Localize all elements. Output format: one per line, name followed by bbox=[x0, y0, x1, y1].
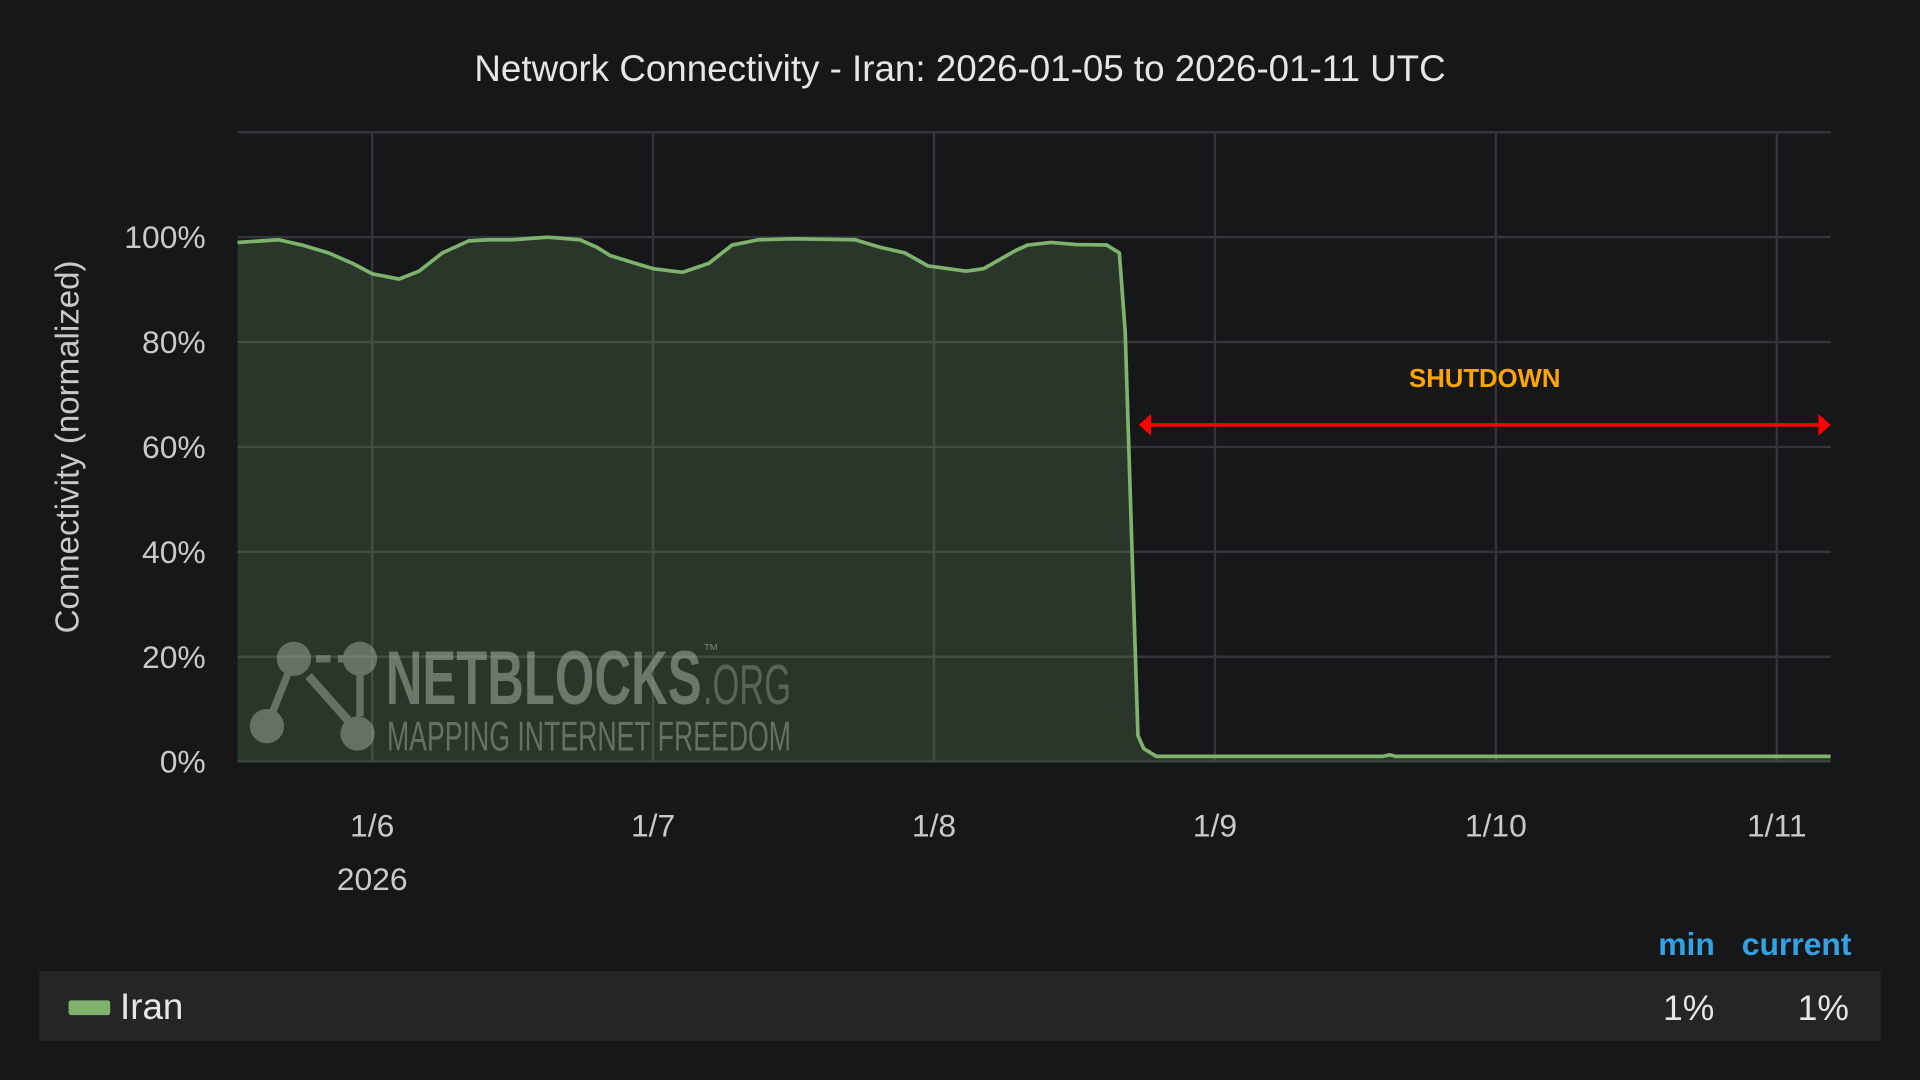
x-tick-label: 1/11 bbox=[1747, 807, 1807, 843]
series-color-swatch[interactable] bbox=[68, 1000, 111, 1016]
legend-column-min[interactable]: min bbox=[1658, 925, 1715, 963]
x-tick-year-label: 2026 bbox=[337, 861, 408, 897]
y-tick-label: 80% bbox=[142, 324, 206, 360]
logo-node-icon bbox=[340, 716, 375, 751]
logo-node-icon bbox=[249, 708, 285, 744]
watermark-suffix: .ORG bbox=[703, 653, 791, 716]
x-tick-label: 1/9 bbox=[1193, 807, 1237, 843]
arrow-right-icon bbox=[1818, 413, 1831, 436]
x-tick-label: 1/7 bbox=[631, 807, 675, 843]
y-tick-label: 0% bbox=[160, 744, 206, 780]
series-area-iran bbox=[237, 237, 1831, 762]
series-line-iran bbox=[237, 235, 1831, 759]
legend-series-name[interactable]: Iran bbox=[120, 986, 184, 1028]
watermark-tm: ™ bbox=[703, 642, 719, 659]
logo-node-icon bbox=[342, 641, 378, 676]
shutdown-label: SHUTDOWN bbox=[1409, 365, 1560, 393]
chart-title: Network Connectivity - Iran: 2026-01-05 … bbox=[474, 48, 1446, 90]
y-tick-label: 100% bbox=[124, 219, 205, 255]
watermark-brand: NETBLOCKS bbox=[386, 636, 702, 721]
x-tick-label: 1/6 bbox=[350, 807, 394, 843]
legend-header: min current bbox=[1631, 926, 1851, 964]
y-tick-label: 40% bbox=[142, 534, 206, 570]
x-tick-label: 1/8 bbox=[912, 807, 956, 843]
logo-link bbox=[305, 673, 351, 723]
arrow-left-icon bbox=[1138, 413, 1152, 436]
y-tick-label: 60% bbox=[142, 429, 206, 465]
legend-column-current[interactable]: current bbox=[1741, 925, 1852, 963]
legend-row-iran[interactable]: Iran 1% 1% bbox=[39, 971, 1881, 1041]
logo-node-icon bbox=[276, 641, 312, 676]
watermark-tagline: MAPPING INTERNET FREEDOM bbox=[387, 713, 791, 760]
legend-min-value: 1% bbox=[1662, 989, 1715, 1029]
y-tick-label: 20% bbox=[142, 639, 206, 675]
y-axis-label: Connectivity (normalized) bbox=[49, 261, 86, 634]
x-tick-label: 1/10 bbox=[1465, 807, 1527, 843]
legend-current-value: 1% bbox=[1797, 989, 1849, 1029]
logo-link bbox=[263, 657, 298, 728]
